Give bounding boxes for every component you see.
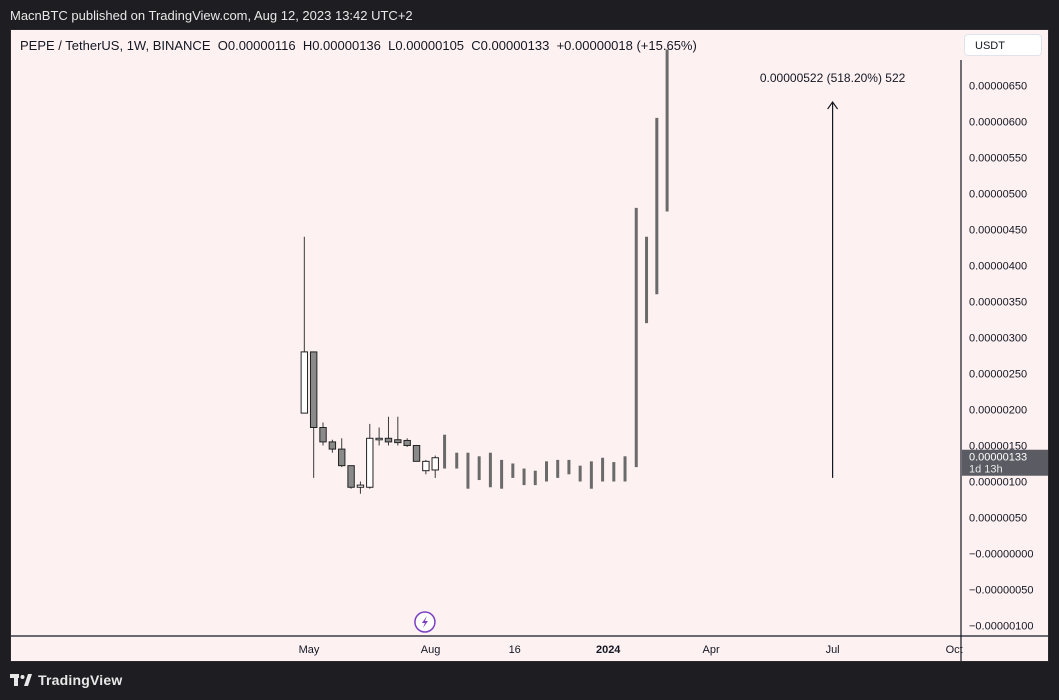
candle-down [412, 445, 421, 462]
currency-button[interactable]: USDT [964, 34, 1042, 56]
low-value: 0.00000105 [395, 38, 465, 53]
candle-up [375, 437, 383, 441]
y-tick-label: 0.00000150 [969, 441, 1027, 453]
candle-down [394, 439, 402, 444]
y-tick-label: 0.00000600 [969, 117, 1027, 129]
candle-down [309, 351, 318, 428]
x-tick-label: 16 [509, 644, 521, 656]
x-tick-label: Jul [826, 644, 840, 656]
y-tick-label: 0.00000650 [969, 81, 1027, 93]
tradingview-logo-icon [10, 674, 32, 686]
low-label: L [388, 38, 396, 53]
candle-down [384, 437, 393, 443]
x-tick-label: Oct [946, 644, 963, 656]
tradingview-footer[interactable]: TradingView [10, 672, 122, 688]
y-tick-label: 0.00000100 [969, 477, 1027, 489]
candle-up [366, 437, 374, 488]
current-price-value: 0.00000133 [969, 452, 1027, 464]
x-tick-label: Apr [702, 644, 719, 656]
candle-up [356, 484, 365, 488]
y-tick-label: −0.00000100 [969, 621, 1034, 633]
y-tick-label: 0.00000300 [969, 333, 1027, 345]
high-value: 0.00000136 [312, 38, 381, 53]
candle-up [422, 460, 430, 472]
current-price-box [962, 449, 1048, 476]
y-tick-label: 0.00000550 [969, 153, 1027, 165]
open-value: 0.00000116 [227, 38, 296, 53]
y-tick-label: 0.00000250 [969, 369, 1027, 381]
x-tick-label: 2024 [596, 644, 621, 656]
y-tick-label: 0.00000400 [969, 261, 1027, 273]
candle-down [403, 439, 411, 446]
candle-down [319, 427, 327, 443]
symbol-legend: PEPE / TetherUS, 1W, BINANCE O0.00000116… [20, 38, 697, 53]
candle-up [300, 351, 309, 414]
symbol-title[interactable]: PEPE / TetherUS, 1W, BINANCE [20, 38, 211, 53]
chart-frame: 0.00000650 0.00000600 0.00000550 0.00000500… [10, 29, 1049, 662]
close-value: 0.00000133 [480, 38, 550, 53]
y-tick-label: 0.00000500 [969, 189, 1027, 201]
candle-down [338, 448, 346, 467]
x-tick-label: Aug [421, 644, 441, 656]
candle-up [431, 457, 439, 471]
high-label: H [302, 38, 313, 53]
open-label: O [217, 38, 228, 53]
y-tick-label: −0.00000000 [969, 549, 1034, 561]
y-tick-label: 0.00000200 [969, 405, 1027, 417]
y-tick-label: 0.00000450 [969, 225, 1027, 237]
candle-down [347, 465, 355, 488]
change-value: +0.00000018 (+15.65%) [556, 38, 697, 53]
y-tick-label: 0.00000350 [969, 297, 1027, 309]
publisher-line: MacnBTC published on TradingView.com, Au… [10, 8, 413, 23]
price-chart[interactable]: 0.00000650 0.00000600 0.00000550 0.00000500… [11, 30, 1048, 661]
candle-down [328, 441, 337, 450]
x-tick-label: May [299, 644, 320, 656]
y-tick-label: 0.00000050 [969, 513, 1027, 525]
measure-arrowhead [827, 101, 839, 110]
measure-label: 0.00000522 (518.20%) 522 [760, 71, 906, 85]
footer-brand: TradingView [38, 672, 123, 688]
current-price-countdown: 1d 13h [969, 464, 1003, 476]
lightning-icon [421, 616, 428, 628]
y-tick-label: −0.00000050 [969, 585, 1034, 597]
close-label: C [471, 38, 481, 53]
